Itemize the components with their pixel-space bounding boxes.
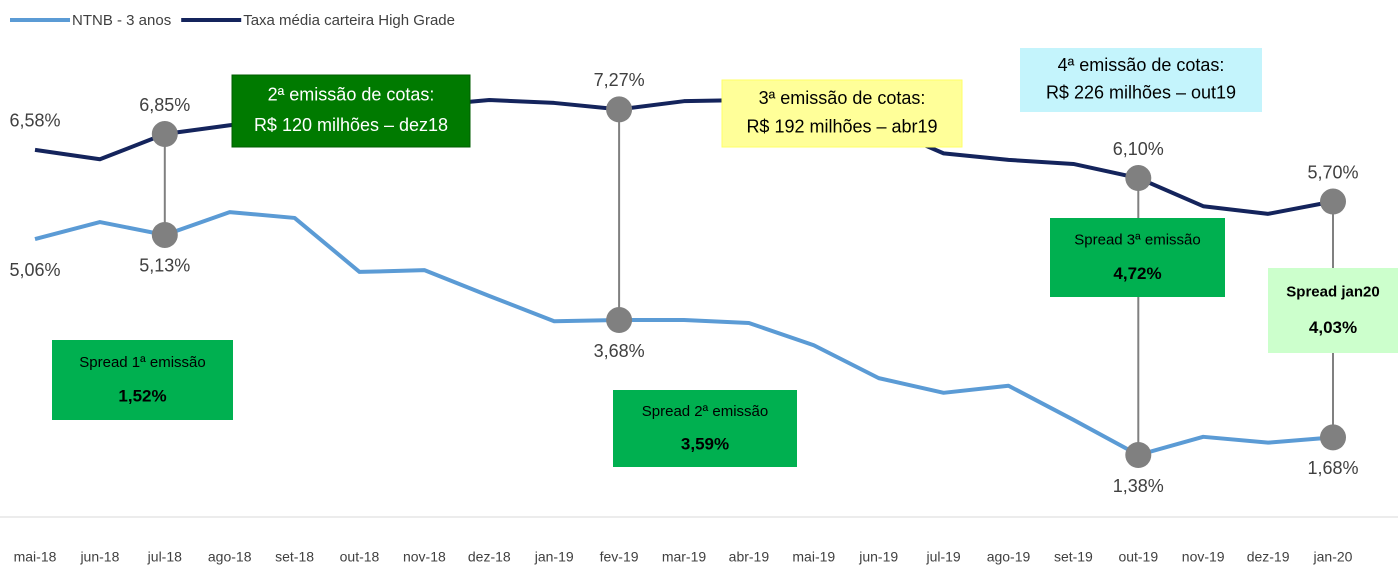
annotation-text: 4,03%	[1309, 318, 1357, 337]
data-label: 3,68%	[594, 341, 645, 361]
annotation-box	[52, 340, 233, 420]
x-tick-label: abr-19	[729, 549, 770, 565]
data-label: 5,70%	[1307, 162, 1358, 182]
x-tick-label: out-19	[1118, 549, 1158, 565]
line-series	[34, 210, 1334, 457]
point-marker	[151, 221, 178, 248]
annotation-text: R$ 192 milhões – abr19	[746, 116, 937, 136]
x-tick-label: jul-18	[147, 549, 182, 565]
x-tick-label: jul-19	[925, 549, 960, 565]
data-label: 6,10%	[1113, 139, 1164, 159]
point-marker	[606, 96, 633, 123]
x-tick-label: set-18	[275, 549, 314, 565]
point-marker	[606, 307, 633, 334]
data-label: 5,13%	[139, 256, 190, 276]
annotation-box	[1268, 268, 1398, 353]
point-marker	[1320, 424, 1346, 451]
annotation-text: Spread 2ª emissão	[642, 403, 768, 420]
point-marker	[1320, 188, 1346, 215]
annotation-text: Spread jan20	[1286, 283, 1379, 300]
data-label: 7,27%	[594, 70, 645, 90]
x-tick-label: out-18	[340, 549, 380, 565]
x-tick-label: jan-19	[534, 549, 574, 565]
annotation-text: Spread 1ª emissão	[79, 354, 205, 371]
annotation-text: 4,72%	[1113, 264, 1161, 283]
x-tick-label: dez-19	[1247, 549, 1290, 565]
annotation-box	[613, 390, 797, 467]
x-tick-label: jan-20	[1313, 549, 1353, 565]
legend-label: NTNB - 3 anos	[72, 12, 171, 29]
x-tick-label: ago-18	[208, 549, 252, 565]
annotation-box	[1020, 48, 1262, 112]
x-tick-label: jun-19	[858, 549, 898, 565]
data-label: 5,06%	[9, 260, 60, 280]
legend-label: Taxa média carteira High Grade	[243, 12, 455, 29]
annotation-text: R$ 226 milhões – out19	[1046, 82, 1236, 102]
point-marker	[1125, 165, 1152, 192]
data-label: 6,58%	[9, 111, 60, 131]
data-label: 1,68%	[1307, 458, 1358, 478]
annotation-text: R$ 120 milhões – dez18	[254, 115, 448, 135]
x-tick-label: nov-19	[1182, 549, 1225, 565]
annotation-text: 3,59%	[681, 434, 729, 453]
x-tick-label: fev-19	[600, 549, 639, 565]
annotation-box	[231, 74, 471, 148]
x-tick-label: mai-18	[14, 549, 57, 565]
data-label: 6,85%	[139, 95, 190, 115]
annotation-text: 3ª emissão de cotas:	[759, 88, 926, 108]
x-tick-label: dez-18	[468, 549, 511, 565]
x-tick-label: set-19	[1054, 549, 1093, 565]
x-tick-label: nov-18	[403, 549, 446, 565]
annotation-box	[1050, 218, 1225, 297]
data-label: 1,38%	[1113, 476, 1164, 496]
x-tick-label: jun-18	[79, 549, 119, 565]
annotation-text: 4ª emissão de cotas:	[1058, 55, 1225, 75]
annotation-text: Spread 3ª emissão	[1074, 232, 1200, 249]
point-marker	[1125, 442, 1152, 468]
annotation-text: 2ª emissão de cotas:	[268, 84, 435, 104]
x-tick-label: mai-19	[792, 549, 835, 565]
x-tick-label: ago-19	[987, 549, 1031, 565]
annotation-text: 1,52%	[118, 386, 166, 405]
x-tick-label: mar-19	[662, 549, 707, 565]
point-marker	[151, 121, 178, 148]
annotation-box	[721, 79, 963, 148]
